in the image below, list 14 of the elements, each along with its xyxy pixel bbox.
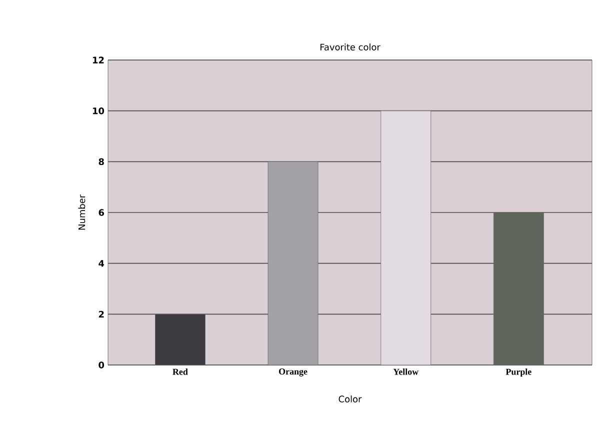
x-tick-label: Purple bbox=[506, 368, 532, 377]
y-tick-label: 10 bbox=[93, 107, 104, 114]
y-tick-label: 12 bbox=[93, 56, 104, 64]
y-tick-label: 8 bbox=[98, 158, 104, 166]
y-tick-label: 0 bbox=[98, 362, 104, 368]
x-tick-label: Yellow bbox=[393, 368, 419, 375]
y-tick-label: 4 bbox=[98, 260, 104, 267]
x-axis-title: Color bbox=[338, 395, 362, 402]
chart-title: Favorite color bbox=[320, 44, 380, 50]
y-axis-title: Number bbox=[78, 194, 86, 230]
y-tick-label: 6 bbox=[98, 209, 104, 216]
x-tick-label: Red bbox=[172, 368, 188, 375]
y-tick-label: 2 bbox=[98, 310, 104, 318]
x-tick-label: Orange bbox=[279, 368, 308, 376]
